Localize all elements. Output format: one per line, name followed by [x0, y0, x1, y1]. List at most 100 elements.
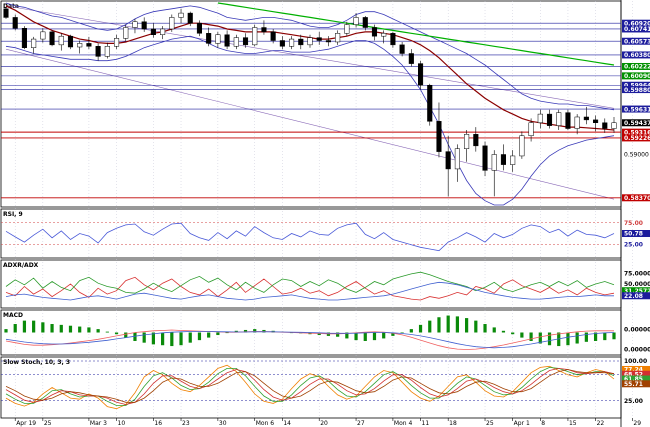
macd-histogram-bar	[603, 332, 607, 341]
price-level-label-box	[622, 62, 650, 70]
candle-body	[454, 148, 460, 170]
rsi-level-label: 75.00	[624, 220, 643, 227]
candle-body	[371, 27, 378, 37]
candle-body	[270, 31, 276, 41]
x-tick-label: 18	[449, 420, 457, 427]
x-tick-label: 25	[44, 420, 52, 427]
macd-signal-line	[5, 331, 615, 349]
candle-body	[104, 46, 110, 57]
x-tick-label: 10	[118, 420, 126, 427]
macd-histogram-bar	[188, 332, 192, 343]
rsi-last-value-box	[622, 230, 650, 237]
candle-body	[574, 116, 580, 129]
macd-histogram-bar	[584, 332, 588, 342]
candle-body	[546, 113, 553, 126]
price-level-label: 0.59631	[624, 106, 650, 113]
macd-histogram-bar	[207, 332, 211, 338]
macd-histogram-bar	[133, 332, 137, 341]
price-panel: Data0.609200.607410.605730.603800.602220…	[1, 2, 650, 206]
macd-histogram-bar	[418, 324, 423, 333]
x-tick-label: Apr 19	[16, 420, 36, 427]
macd-histogram-bar	[87, 327, 91, 333]
stoch-level-label: 100.00	[624, 358, 647, 365]
adx-series-line	[5, 281, 614, 301]
macd-histogram-bar	[529, 332, 533, 341]
adx-last-value-box	[622, 292, 650, 300]
price-level-label: 0.59316	[624, 129, 650, 136]
rsi-level-label: 25.00	[624, 241, 643, 248]
candle-body	[12, 17, 18, 29]
candle-body	[169, 17, 175, 30]
candle-body	[113, 38, 120, 47]
macd-histogram-bar	[96, 329, 100, 333]
candle-body	[537, 113, 543, 124]
macd-histogram-bar	[68, 325, 73, 333]
candle-body	[21, 28, 27, 48]
stoch-last-value: 77.24	[624, 367, 643, 374]
candle-body	[224, 34, 230, 47]
macd-tick-label: 0.00000	[624, 327, 650, 334]
candle-body	[593, 119, 599, 124]
price-level-label: 0.59226	[624, 135, 650, 142]
macd-histogram-bar	[59, 324, 63, 333]
adx-title: ADXR/ADX	[3, 262, 39, 269]
macd-histogram-bar	[354, 332, 358, 341]
candle-body	[611, 122, 617, 129]
candle-body	[519, 135, 525, 157]
macd-line	[5, 329, 614, 350]
macd-histogram-bar	[197, 332, 202, 341]
macd-histogram-bar	[492, 327, 496, 333]
macd-histogram-bar	[243, 329, 248, 333]
candle-body	[242, 37, 249, 46]
macd-histogram-bar	[382, 332, 386, 339]
candle-body	[206, 33, 212, 44]
macd-histogram-bar	[170, 332, 174, 347]
price-level-label-box	[622, 119, 650, 127]
candle-body	[3, 8, 9, 18]
macd-histogram-bar	[78, 326, 82, 333]
candle-body	[500, 154, 507, 165]
candle-body	[565, 112, 571, 129]
macd-histogram-bar	[391, 332, 395, 336]
adx-last-value: 31.25725	[624, 288, 650, 295]
macd-histogram-bar	[538, 332, 542, 344]
macd-histogram-bar	[409, 329, 413, 333]
candle-body	[196, 22, 203, 34]
candle-body	[491, 154, 497, 171]
bollinger-lower-line	[5, 35, 615, 206]
macd-panel: MACD 0.00000 0.00000	[3, 312, 650, 353]
macd-histogram-bar	[575, 332, 579, 344]
macd-histogram-bar	[50, 324, 54, 333]
candle-body	[390, 33, 396, 46]
candle-body	[436, 121, 442, 152]
macd-histogram-bar	[161, 332, 165, 346]
bollinger-upper-line	[5, 2, 615, 111]
candle-body	[473, 134, 479, 147]
rsi-last-value: 50.78	[624, 231, 643, 238]
stoch-series-line	[5, 367, 615, 405]
macd-histogram-bar	[179, 332, 183, 346]
candle-body	[86, 43, 92, 47]
candle-body	[510, 155, 516, 165]
stoch-last-value-box	[622, 380, 650, 388]
price-frame	[0, 0, 622, 208]
price-level-label: 0.58370	[624, 195, 650, 202]
macd-histogram-bar	[13, 324, 17, 333]
candle-body	[464, 134, 470, 149]
candle-body	[344, 24, 350, 34]
macd-histogram-bar	[363, 332, 367, 341]
candle-body	[150, 28, 156, 35]
macd-histogram-bar	[428, 320, 432, 333]
macd-histogram-bar	[41, 322, 45, 333]
price-level-label-box	[622, 72, 650, 80]
price-level-label-box	[622, 134, 650, 142]
macd-histogram-bar	[225, 332, 229, 334]
adx-series-line	[5, 276, 615, 301]
x-tick-label: 29	[633, 420, 641, 427]
macd-histogram-bar	[483, 324, 487, 333]
candle-body	[362, 17, 368, 28]
price-level-label: 0.60222	[624, 64, 650, 71]
candle-body	[353, 17, 359, 25]
